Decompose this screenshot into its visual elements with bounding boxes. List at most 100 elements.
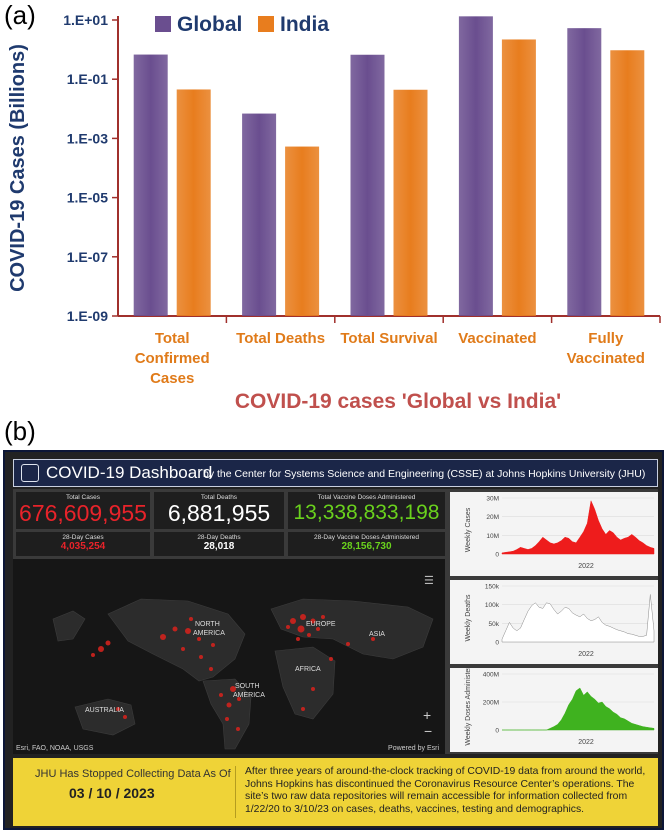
stat-value: 13,338,833,198 <box>293 501 440 524</box>
stat-label: Total Deaths <box>200 494 238 501</box>
weekly-cases-chart: 30M 20M 10M 0 2022 Weekly Cases <box>450 492 658 576</box>
bar-india-3 <box>501 39 536 316</box>
weekly-cases-plot: 30M 20M 10M 0 2022 Weekly Cases <box>465 496 655 570</box>
bar-global-3 <box>458 16 493 317</box>
legend-label-global: Global <box>177 13 242 36</box>
deaths-28day-card: 28-Day Deaths 28,018 <box>154 532 284 556</box>
bar-chart-global-vs-india: 1.E+01 1.E-01 1.E-03 1.E-05 1.E-07 1.E-09 Tota… <box>7 12 661 413</box>
covid-dashboard-screenshot: COVID-19 Dashboard by the Center for Sys… <box>3 450 664 830</box>
panel-a-label: (a) <box>4 0 36 30</box>
tick-label: 20M <box>486 514 499 521</box>
map-label-south-america: AMERICA <box>233 692 265 699</box>
panel-b-label: (b) <box>4 416 36 446</box>
total-cases-card: Total Cases 676,609,955 <box>16 492 150 529</box>
tick-label: 30M <box>486 496 499 503</box>
dashboard-header: COVID-19 Dashboard by the Center for Sys… <box>13 459 658 487</box>
tick-label: 0 <box>495 552 499 559</box>
map-label-america: AMERICA <box>193 630 225 637</box>
tick-label: 200M <box>483 700 499 707</box>
x-category-label: Vaccinated <box>458 330 536 347</box>
x-tick-label: 2022 <box>578 563 594 570</box>
stat-value: 4,035,254 <box>60 541 106 552</box>
stat-value: 676,609,955 <box>19 500 147 526</box>
bar-india-2 <box>393 89 428 316</box>
y-axis-title: COVID-19 Cases (Billions) <box>7 44 29 292</box>
weekly-deaths-chart: 150k 100k 50k 0 2022 Weekly Deaths <box>450 580 658 664</box>
map-label-south: SOUTH <box>235 683 260 690</box>
dashboard-title: COVID-19 Dashboard <box>46 463 213 482</box>
stat-label: 28-Day Deaths <box>197 534 241 541</box>
tick-label: 0 <box>495 640 499 647</box>
bar-india-1 <box>285 146 320 316</box>
world-map-graphic <box>52 598 434 750</box>
total-deaths-card: Total Deaths 6,881,955 <box>154 492 284 529</box>
doses-28day-card: 28-Day Vaccine Doses Administered 28,156… <box>288 532 445 556</box>
stat-value: 6,881,955 <box>167 500 271 526</box>
bar-global-1 <box>242 113 277 316</box>
x-category-label: Cases <box>150 370 194 387</box>
map-label-europe: EUROPE <box>306 621 336 628</box>
bar-global-0 <box>133 54 168 316</box>
x-tick-label: 2022 <box>578 739 594 746</box>
y-axis-label: Weekly Cases <box>465 507 472 552</box>
bar-global-4 <box>567 28 602 316</box>
tick-label: 50k <box>489 621 500 628</box>
map-label-australia: AUSTRALIA <box>85 707 124 714</box>
dashboard-subtitle: by the Center for Systems Science and En… <box>203 468 646 480</box>
bar-india-4 <box>610 50 645 317</box>
x-tick-label: 2022 <box>578 651 594 658</box>
map-credit-right: Powered by Esri <box>388 745 439 752</box>
dashboard-body: Total Cases 676,609,955 Total Deaths 6,8… <box>13 489 658 754</box>
x-category-label: Total Deaths <box>236 330 325 347</box>
stat-value: 28,156,730 <box>341 541 392 552</box>
stat-label: 28-Day Vaccine Doses Administered <box>313 534 419 541</box>
y-axis-label: Weekly Deaths <box>465 594 472 641</box>
notice-heading: JHU Has Stopped Collecting Data As Of <box>35 768 231 780</box>
y-axis-label: Weekly Doses Administer <box>465 668 472 746</box>
y-tick-label: 1.E-03 <box>67 130 108 146</box>
x-category-label: Vaccinated <box>567 350 645 367</box>
zoom-in-icon[interactable]: + <box>423 707 432 723</box>
stat-label: 28-Day Cases <box>62 534 104 541</box>
zoom-out-icon[interactable]: − <box>424 723 433 739</box>
bar-global-2 <box>350 54 385 317</box>
legend-swatch-global <box>155 16 171 32</box>
weekly-area <box>502 687 655 731</box>
stat-label: Total Vaccine Doses Administered <box>317 494 416 501</box>
cases-28day-card: 28-Day Cases 4,035,254 <box>16 532 150 556</box>
y-tick-label: 1.E-01 <box>67 71 108 87</box>
tick-label: 400M <box>483 672 499 679</box>
bar-india-0 <box>176 89 211 317</box>
x-category-label: Fully <box>588 330 624 347</box>
weekly-area <box>501 499 655 555</box>
stat-value: 28,018 <box>203 541 235 552</box>
notice-date: 03 / 10 / 2023 <box>69 785 155 801</box>
map-label-africa: AFRICA <box>295 666 321 673</box>
x-category-label: Total Survival <box>340 330 437 347</box>
y-tick-label: 1.E+01 <box>63 12 108 28</box>
world-map[interactable]: NORTH AMERICA EUROPE ASIA AFRICA SOUTH A… <box>13 559 445 754</box>
y-tick-label: 1.E-09 <box>67 308 108 324</box>
y-tick-label: 1.E-05 <box>67 190 108 206</box>
legend-swatch-india <box>258 16 274 32</box>
x-category-label: Confirmed <box>135 350 210 367</box>
jhu-notice-banner: JHU Has Stopped Collecting Data As Of 03… <box>13 758 658 826</box>
tick-label: 10M <box>486 533 499 540</box>
map-list-icon[interactable]: ☰ <box>424 575 434 587</box>
weekly-deaths-plot: 150k 100k 50k 0 2022 Weekly Deaths <box>465 584 655 658</box>
x-category-label: Total <box>155 330 190 347</box>
x-axis-title: COVID-19 cases 'Global vs India' <box>235 390 561 413</box>
map-label-north: NORTH <box>195 621 220 628</box>
y-tick-label: 1.E-07 <box>67 249 108 265</box>
weekly-doses-chart: 400M 200M 0 2022 Weekly Doses Administer <box>450 666 658 752</box>
notice-body: After three years of around-the-clock tr… <box>245 766 646 815</box>
legend-label-india: India <box>280 13 329 36</box>
jhu-shield-icon <box>21 464 39 482</box>
weekly-doses-plot: 400M 200M 0 2022 Weekly Doses Administer <box>465 666 655 746</box>
tick-label: 150k <box>485 584 500 591</box>
notice-divider <box>235 766 236 818</box>
map-label-asia: ASIA <box>369 631 385 638</box>
map-credit-left: Esri, FAO, NOAA, USGS <box>16 745 94 752</box>
weekly-area <box>501 594 655 643</box>
stat-label: Total Cases <box>66 494 100 501</box>
